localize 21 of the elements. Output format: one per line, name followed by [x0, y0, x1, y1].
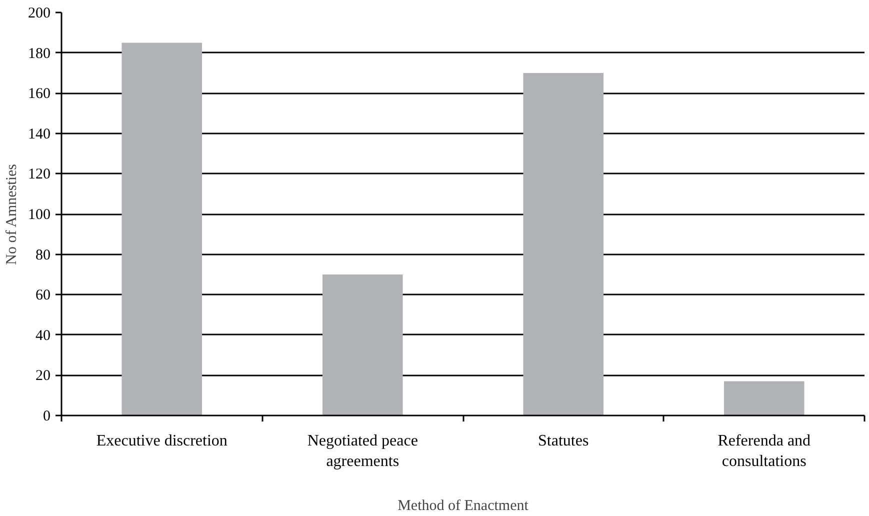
y-tick-label: 100	[28, 207, 50, 223]
y-tick-label: 120	[28, 166, 50, 183]
y-axis-title: No of Amnesties	[4, 164, 20, 265]
bar	[322, 274, 403, 416]
y-tick-label: 80	[36, 247, 50, 264]
x-tick-label: Executive discretion	[96, 432, 228, 450]
y-tick-label: 200	[28, 6, 50, 22]
y-tick-label: 60	[36, 288, 50, 304]
bar	[724, 381, 804, 416]
x-tick-label: Statutes	[538, 432, 589, 450]
x-tick-label: Negotiated peace agreements	[307, 432, 418, 470]
bar	[122, 42, 202, 416]
y-tick-label: 160	[28, 86, 50, 102]
y-tick-label: 180	[28, 46, 50, 62]
y-tick-label: 140	[28, 126, 50, 142]
bar	[523, 72, 604, 416]
y-tick-label: 0	[43, 408, 50, 424]
x-tick-label: Referenda and consultations	[718, 432, 811, 470]
x-axis-title: Method of Enactment	[398, 498, 530, 514]
y-tick-label: 40	[36, 328, 50, 344]
y-tick-label: 20	[36, 368, 50, 384]
